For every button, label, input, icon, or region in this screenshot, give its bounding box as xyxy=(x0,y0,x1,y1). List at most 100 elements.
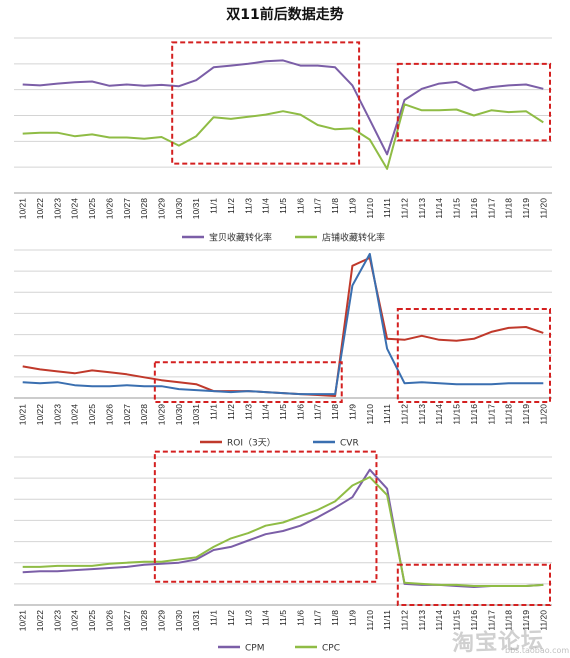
x-tick-label: 11/3 xyxy=(243,610,253,626)
series-line-2 xyxy=(22,252,544,396)
highlight-box xyxy=(396,307,551,403)
series-line-2 xyxy=(22,476,544,587)
x-tick-label: 10/21 xyxy=(18,198,28,220)
x-tick-label: 11/16 xyxy=(469,404,479,425)
x-tick-label: 11/7 xyxy=(313,404,323,420)
x-tick-label: 11/13 xyxy=(417,404,427,425)
x-tick-label: 11/11 xyxy=(382,404,392,424)
x-tick-label: 11/6 xyxy=(295,404,305,420)
x-tick-label: 11/9 xyxy=(347,610,357,626)
x-tick-label: 11/20 xyxy=(538,610,548,631)
x-tick-label: 10/28 xyxy=(139,610,149,632)
highlight-box xyxy=(396,62,551,142)
x-tick-label: 11/12 xyxy=(399,198,409,219)
x-tick-label: 11/17 xyxy=(486,198,496,219)
watermark-url: bbs.taobao.com xyxy=(505,646,570,655)
x-tick-label: 11/20 xyxy=(538,404,548,425)
x-tick-label: 11/18 xyxy=(504,404,514,425)
x-tick-label: 10/30 xyxy=(174,198,184,220)
x-tick-label: 10/24 xyxy=(70,610,80,632)
x-tick-label: 10/29 xyxy=(157,610,167,632)
x-tick-label: 11/11 xyxy=(382,198,392,218)
x-tick-label: 11/15 xyxy=(452,610,462,631)
legend-label-2: CPC xyxy=(322,644,340,654)
x-tick-label: 10/30 xyxy=(174,610,184,632)
legend-label-2: 店铺收藏转化率 xyxy=(322,232,385,244)
chart-3: 10/21 10/22 10/23 10/24 10/25 10/26 10/27 10/28… xyxy=(14,450,552,654)
x-tick-label: 11/16 xyxy=(469,198,479,219)
x-tick-label: 10/31 xyxy=(191,198,201,220)
x-tick-label: 11/1 xyxy=(209,404,219,420)
x-tick-label: 11/2 xyxy=(226,404,236,420)
x-tick-label: 11/14 xyxy=(434,610,444,631)
x-tick-label: 11/8 xyxy=(330,198,340,214)
series-line-1 xyxy=(22,468,544,588)
x-tick-label: 10/26 xyxy=(104,610,114,632)
x-tick-label: 11/18 xyxy=(504,610,514,631)
series-line-1 xyxy=(22,256,544,397)
x-tick-label: 11/5 xyxy=(278,610,288,626)
x-tick-label: 11/2 xyxy=(226,610,236,626)
highlight-box xyxy=(171,41,361,165)
x-tick-label: 10/22 xyxy=(35,404,45,426)
x-tick-label: 11/7 xyxy=(313,198,323,214)
legend-label-1: CPM xyxy=(245,644,264,654)
x-tick-label: 11/15 xyxy=(452,404,462,425)
x-tick-label: 10/25 xyxy=(87,404,97,426)
x-tick-label: 11/1 xyxy=(209,610,219,626)
x-tick-label: 11/14 xyxy=(434,404,444,425)
x-tick-label: 11/14 xyxy=(434,198,444,219)
x-tick-label: 10/31 xyxy=(191,404,201,426)
x-tick-label: 11/2 xyxy=(226,198,236,214)
x-tick-label: 10/31 xyxy=(191,610,201,632)
x-tick-label: 11/19 xyxy=(521,610,531,631)
series-line-2 xyxy=(22,103,544,170)
x-tick-label: 10/25 xyxy=(87,610,97,632)
x-tick-label: 10/23 xyxy=(52,404,62,426)
x-tick-label: 10/27 xyxy=(122,198,132,220)
highlight-box xyxy=(396,563,551,607)
x-tick-label: 11/9 xyxy=(347,198,357,214)
x-tick-label: 11/3 xyxy=(243,404,253,420)
x-tick-label: 10/26 xyxy=(104,198,114,220)
x-tick-label: 11/3 xyxy=(243,198,253,214)
x-tick-label: 11/12 xyxy=(399,610,409,631)
x-tick-label: 10/21 xyxy=(18,610,28,632)
x-tick-label: 11/1 xyxy=(209,198,219,214)
x-tick-label: 10/30 xyxy=(174,404,184,426)
x-tick-label: 11/19 xyxy=(521,404,531,425)
x-tick-label: 11/13 xyxy=(417,610,427,631)
x-tick-label: 11/7 xyxy=(313,610,323,626)
legend-label-1: 宝贝收藏转化率 xyxy=(209,232,272,244)
x-tick-label: 11/5 xyxy=(278,198,288,214)
x-tick-label: 11/20 xyxy=(538,198,548,219)
x-tick-label: 11/4 xyxy=(261,404,271,420)
x-tick-label: 11/8 xyxy=(330,404,340,420)
x-tick-label: 10/23 xyxy=(52,198,62,220)
legend-label-2: CVR xyxy=(340,439,359,449)
x-tick-label: 11/13 xyxy=(417,198,427,219)
x-tick-label: 10/24 xyxy=(70,198,80,220)
chart-1: 10/21 10/22 10/23 10/24 10/25 10/26 10/27 10/28… xyxy=(14,37,552,244)
x-tick-label: 11/18 xyxy=(504,198,514,219)
x-tick-label: 11/11 xyxy=(382,610,392,630)
x-tick-label: 11/4 xyxy=(261,610,271,626)
x-tick-label: 10/22 xyxy=(35,610,45,632)
series-line-1 xyxy=(22,59,544,156)
x-tick-label: 10/21 xyxy=(18,404,28,426)
x-tick-label: 10/25 xyxy=(87,198,97,220)
x-tick-label: 11/16 xyxy=(469,610,479,631)
x-tick-label: 11/19 xyxy=(521,198,531,219)
chart-2: 10/21 10/22 10/23 10/24 10/25 10/26 10/27 10/28… xyxy=(14,249,552,449)
highlight-box xyxy=(153,361,343,403)
x-tick-label: 10/23 xyxy=(52,610,62,632)
x-tick-label: 11/8 xyxy=(330,610,340,626)
x-tick-label: 10/26 xyxy=(104,404,114,426)
x-tick-label: 10/28 xyxy=(139,198,149,220)
x-tick-label: 11/6 xyxy=(295,198,305,214)
x-tick-label: 10/29 xyxy=(157,404,167,426)
x-tick-label: 11/17 xyxy=(486,610,496,631)
x-tick-label: 11/10 xyxy=(365,610,375,631)
x-tick-label: 10/22 xyxy=(35,198,45,220)
